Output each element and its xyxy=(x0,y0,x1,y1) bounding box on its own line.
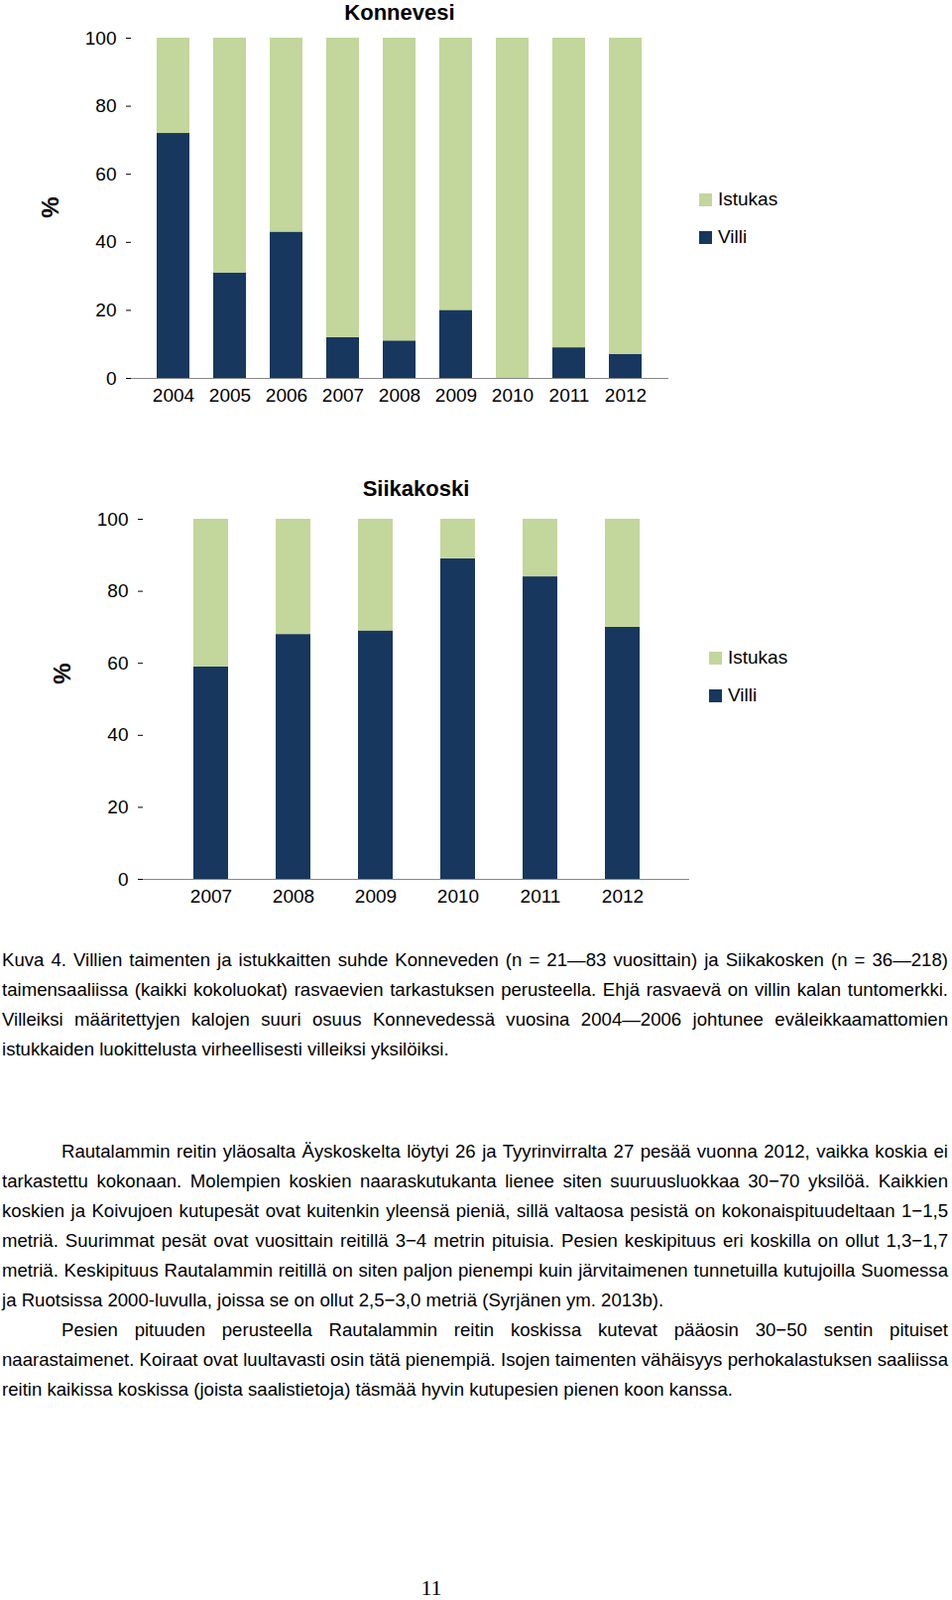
html-text:Kuva 4. Villien taimenten ja i: Kuva 4. Villien taimenten ja istukkaitte… xyxy=(1,949,949,1060)
svg-text:2010: 2010 xyxy=(491,384,534,406)
svg-text:100: 100 xyxy=(85,29,118,49)
svg-text:2005: 2005 xyxy=(209,384,251,406)
svg-text:2012: 2012 xyxy=(604,384,647,406)
html-text:11: 11 xyxy=(420,1574,442,1600)
html-text:Konnevesi: Konnevesi xyxy=(344,0,455,25)
html-text:Villi: Villi xyxy=(717,226,747,247)
svg-text:80: 80 xyxy=(107,580,128,601)
svg-text:40: 40 xyxy=(95,231,117,252)
svg-text:0: 0 xyxy=(118,868,129,890)
html-text:Pesien pituuden perusteella Ra: Pesien pituuden perusteella Rautalammin … xyxy=(1,1318,949,1400)
svg-text:2011: 2011 xyxy=(520,885,562,907)
svg-text:60: 60 xyxy=(95,163,117,185)
svg-text:2007: 2007 xyxy=(190,885,233,907)
svg-text:2008: 2008 xyxy=(378,384,421,406)
svg-text:2007: 2007 xyxy=(322,384,364,406)
svg-text:2009: 2009 xyxy=(355,885,397,907)
svg-text:80: 80 xyxy=(95,95,117,117)
svg-text:2009: 2009 xyxy=(435,384,477,406)
svg-text:2004: 2004 xyxy=(152,384,196,406)
svg-text:2008: 2008 xyxy=(272,885,315,907)
svg-text:40: 40 xyxy=(107,723,128,745)
html-text:Istukas: Istukas xyxy=(717,188,778,210)
html-text:Villi: Villi xyxy=(727,684,757,706)
svg-text:0: 0 xyxy=(106,367,118,389)
svg-text:2010: 2010 xyxy=(437,885,479,907)
svg-text:100: 100 xyxy=(97,509,129,530)
svg-text:2012: 2012 xyxy=(601,885,644,907)
svg-text:2011: 2011 xyxy=(549,384,591,406)
html-text:Istukas: Istukas xyxy=(727,646,788,668)
svg-text:20: 20 xyxy=(107,796,128,818)
html-text:Siikakoski: Siikakoski xyxy=(362,476,470,501)
svg-text:60: 60 xyxy=(107,652,128,674)
svg-text:20: 20 xyxy=(95,299,117,321)
html-text:Rautalammin reitin yläosalta Ä: Rautalammin reitin yläosalta Äyskoskelta… xyxy=(1,1140,949,1310)
svg-text:2006: 2006 xyxy=(265,384,308,406)
